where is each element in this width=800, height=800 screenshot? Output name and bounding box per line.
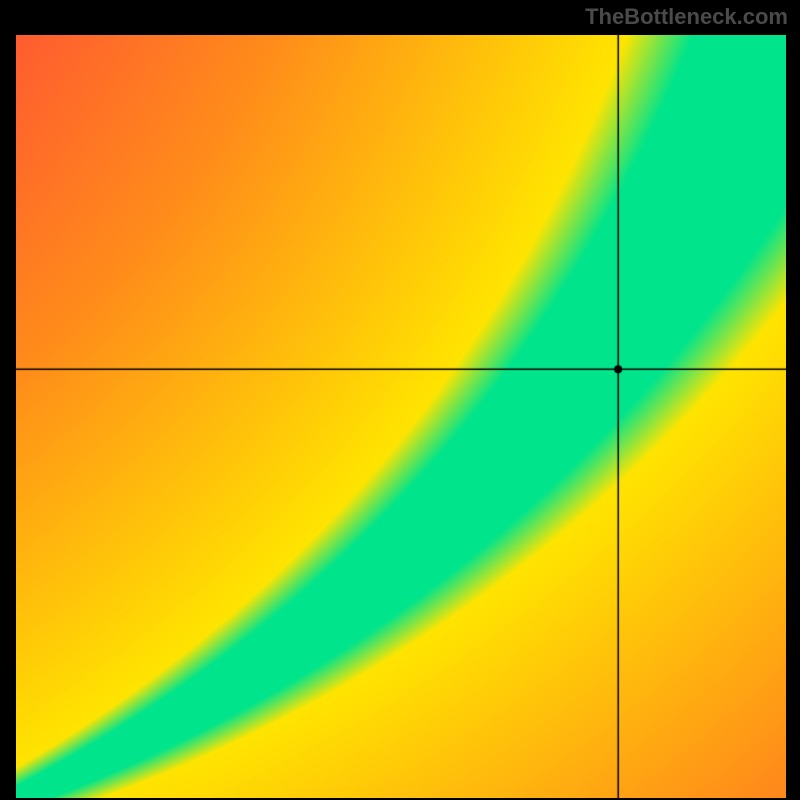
watermark-text: TheBottleneck.com [585,4,788,30]
chart-container: TheBottleneck.com [0,0,800,800]
bottleneck-heatmap [16,35,786,798]
